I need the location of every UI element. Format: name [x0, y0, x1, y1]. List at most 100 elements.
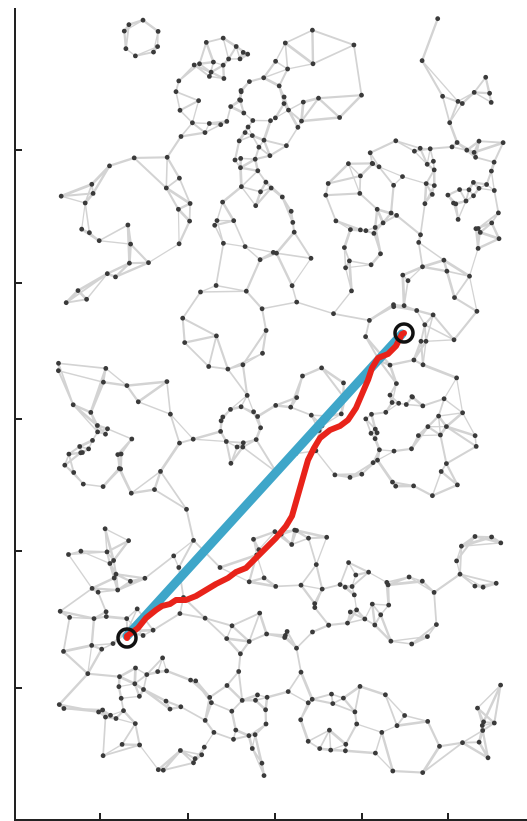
graph-node — [419, 578, 425, 584]
graph-edge — [147, 243, 180, 264]
graph-edge — [476, 684, 502, 709]
graph-node — [206, 121, 212, 126]
graph-node — [135, 399, 141, 405]
graph-node — [418, 338, 424, 344]
graph-node — [104, 549, 110, 555]
graph-node — [86, 446, 91, 452]
graph-node — [251, 536, 256, 542]
graph-edge — [317, 97, 341, 119]
graph-edge — [165, 186, 180, 211]
graph-edge — [177, 539, 195, 569]
graph-edge — [239, 640, 251, 655]
graph-node — [211, 730, 217, 735]
direct-path-line — [122, 329, 407, 641]
graph-edge — [106, 261, 131, 275]
graph-node — [405, 278, 411, 284]
graph-node — [240, 50, 246, 55]
graph-edge — [230, 710, 237, 732]
graph-edge — [345, 264, 372, 269]
graph-edge — [85, 272, 109, 301]
graph-node — [279, 194, 285, 200]
graph-edge — [215, 334, 229, 371]
graph-edge — [57, 369, 105, 383]
graph-edge — [432, 313, 456, 341]
graph-node — [347, 609, 353, 615]
graph-edge — [453, 275, 471, 299]
graph-node — [363, 416, 369, 422]
graph-node — [357, 684, 363, 689]
graph-edge — [385, 576, 410, 584]
graph-edge — [60, 195, 86, 204]
graph-edge — [179, 749, 195, 764]
graph-node — [177, 107, 183, 113]
graph-node — [99, 646, 105, 652]
graph-edge — [301, 366, 323, 378]
graph-edge — [58, 672, 90, 706]
graph-edge — [299, 670, 314, 701]
graph-node — [224, 683, 230, 688]
graph-edge — [460, 542, 502, 547]
graph-edge — [371, 603, 390, 606]
graph-node — [260, 350, 265, 356]
graph-edge — [115, 717, 136, 725]
graph-node — [221, 240, 226, 246]
graph-node — [343, 748, 348, 754]
graph-edge — [133, 156, 168, 189]
graph-edge — [358, 192, 379, 211]
graph-edge — [222, 242, 246, 248]
graph-node — [471, 180, 476, 185]
graph-edge — [57, 362, 107, 370]
graph-node — [240, 440, 246, 446]
graph-edge — [391, 769, 424, 774]
graph-node — [177, 611, 183, 616]
graph-edge — [137, 401, 172, 415]
graph-edge — [252, 530, 277, 541]
graph-edge — [286, 630, 298, 650]
graph-node — [475, 226, 481, 231]
graph-node — [206, 364, 212, 369]
graph-node — [176, 78, 182, 84]
graph-edge — [364, 319, 371, 338]
graph-node — [259, 760, 265, 766]
graph-node — [343, 741, 349, 747]
graph-node — [455, 99, 461, 104]
graph-edge — [212, 731, 235, 741]
graph-node — [330, 701, 336, 706]
graph-node — [403, 402, 409, 407]
graph-edge — [426, 414, 440, 428]
graph-node — [273, 58, 278, 64]
graph-edge — [81, 202, 86, 230]
graph-node — [101, 379, 106, 385]
graph-edge — [188, 202, 191, 222]
graph-edge — [459, 573, 476, 587]
graph-node — [61, 649, 66, 654]
graph-node — [369, 601, 375, 607]
graph-node — [300, 99, 306, 105]
graph-node — [238, 156, 244, 161]
graph-edge — [67, 453, 75, 474]
graph-node — [386, 602, 392, 608]
graph-node — [362, 616, 368, 622]
graph-edge — [191, 430, 222, 441]
graph-edge — [445, 269, 456, 299]
graph-node — [496, 210, 501, 216]
graph-node — [88, 410, 94, 415]
graph-node — [251, 409, 256, 415]
graph-node — [367, 150, 373, 156]
graph-node — [193, 678, 199, 684]
graph-edge — [118, 452, 123, 470]
graph-node — [90, 191, 96, 196]
graph-node — [100, 484, 106, 489]
graph-edge — [401, 265, 424, 277]
graph-edge — [295, 301, 335, 315]
graph-node — [444, 461, 449, 466]
graph-node — [341, 695, 346, 701]
graph-edge — [185, 508, 195, 542]
graph-edge — [374, 731, 383, 754]
graph-node — [259, 306, 265, 312]
x-axis-ticks — [99, 813, 449, 820]
graph-edge — [346, 608, 358, 625]
graph-node — [312, 605, 318, 610]
graph-node — [434, 622, 439, 627]
graph-node — [103, 609, 109, 615]
